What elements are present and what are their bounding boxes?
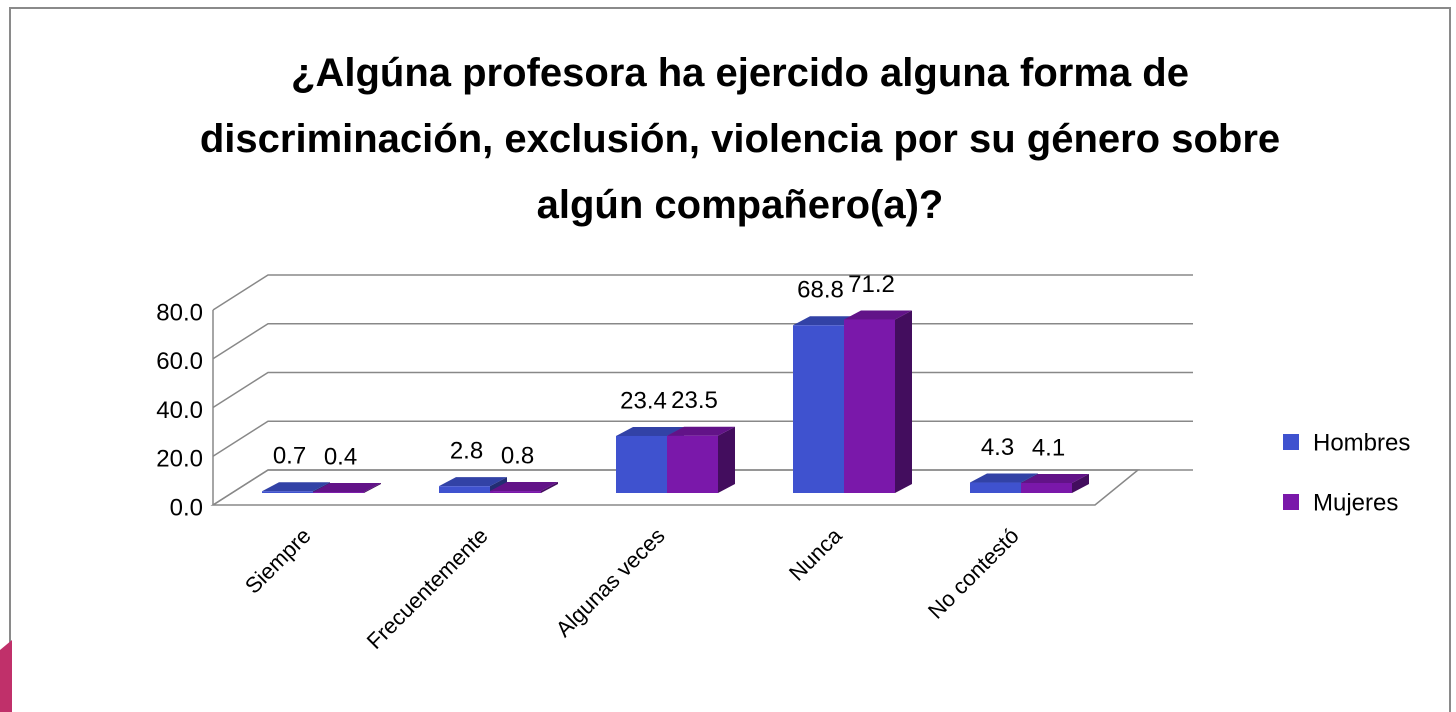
decoration bbox=[0, 640, 12, 712]
bar-top bbox=[970, 473, 1038, 483]
data-label: 4.1 bbox=[1032, 434, 1065, 461]
legend-swatch bbox=[1283, 494, 1299, 510]
y-tick-label: 80.0 bbox=[156, 299, 203, 326]
frame bbox=[9, 7, 1451, 712]
bar-top bbox=[313, 483, 381, 493]
legend-label: Mujeres bbox=[1313, 489, 1398, 516]
data-label: 2.8 bbox=[450, 438, 483, 465]
data-label: 0.7 bbox=[273, 443, 306, 470]
data-label: 4.3 bbox=[981, 434, 1014, 461]
y-tick-label: 20.0 bbox=[156, 446, 203, 473]
x-tick-label: Algunas veces bbox=[551, 523, 670, 642]
bar bbox=[439, 486, 490, 493]
data-label: 0.8 bbox=[501, 442, 534, 469]
bar-top bbox=[262, 482, 330, 492]
data-label: 23.4 bbox=[620, 387, 667, 414]
bar bbox=[970, 482, 1021, 493]
bar bbox=[667, 435, 718, 493]
bar-top bbox=[667, 426, 735, 436]
grid-line bbox=[212, 274, 1193, 311]
bar-top bbox=[1021, 474, 1089, 484]
bar bbox=[793, 325, 844, 493]
bar-side bbox=[895, 310, 912, 493]
bar bbox=[844, 319, 895, 493]
x-tick-label: Siempre bbox=[240, 523, 316, 599]
bar bbox=[490, 491, 541, 493]
x-tick-label: Frecuentemente bbox=[362, 523, 493, 654]
data-label: 68.8 bbox=[797, 277, 844, 304]
bar-top bbox=[439, 477, 507, 487]
bar bbox=[1021, 483, 1072, 493]
legend-swatch bbox=[1283, 434, 1299, 450]
bar-top bbox=[616, 426, 684, 436]
data-label: 71.2 bbox=[848, 271, 895, 298]
bar-top bbox=[844, 310, 912, 320]
y-tick-label: 60.0 bbox=[156, 348, 203, 375]
bar-top bbox=[490, 482, 558, 492]
chart-title: ¿Algúna profesora ha ejercido alguna for… bbox=[199, 51, 1281, 227]
x-tick-label: No contestó bbox=[923, 523, 1024, 624]
grid-line bbox=[212, 323, 1193, 360]
y-tick-label: 40.0 bbox=[156, 397, 203, 424]
bar-side bbox=[1072, 474, 1089, 493]
bar-side bbox=[364, 483, 381, 493]
y-tick-label: 0.0 bbox=[170, 494, 203, 521]
legend-label: Hombres bbox=[1313, 429, 1410, 456]
bar bbox=[262, 491, 313, 493]
data-label: 0.4 bbox=[324, 443, 357, 470]
bar-side bbox=[718, 426, 735, 493]
bar bbox=[313, 492, 364, 493]
data-label: 23.5 bbox=[671, 387, 718, 414]
bar bbox=[616, 435, 667, 493]
bar-side bbox=[541, 482, 558, 493]
x-tick-label: Nunca bbox=[784, 522, 847, 585]
